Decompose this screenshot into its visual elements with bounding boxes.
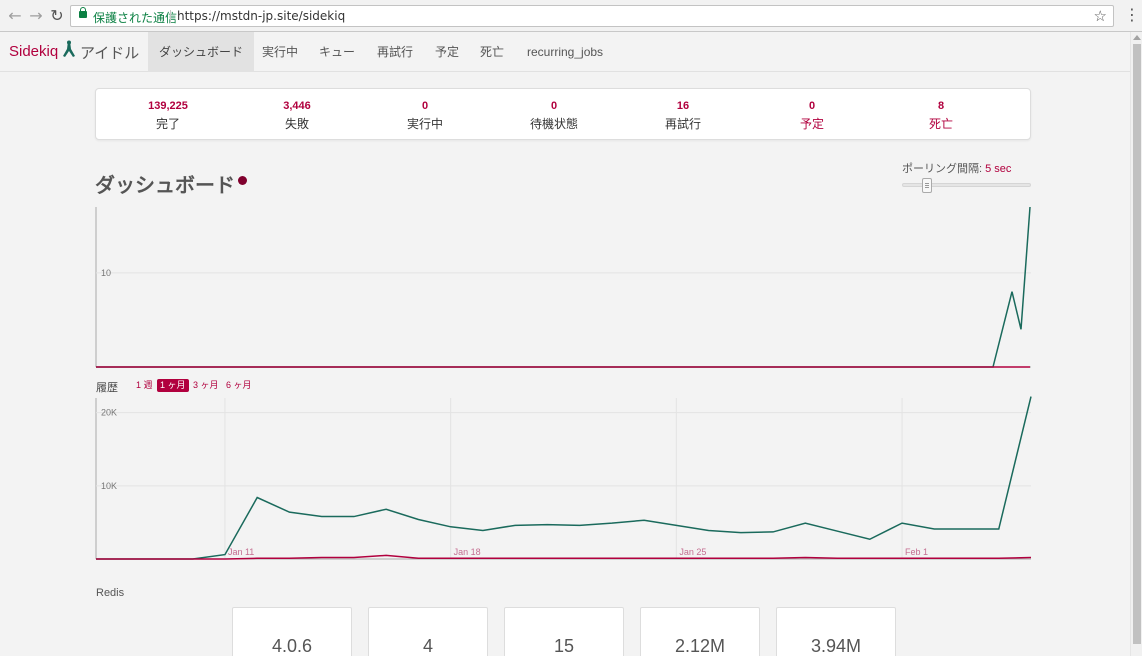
y-tick-label: 10 — [101, 268, 111, 278]
x-tick-label: Feb 1 — [905, 547, 928, 557]
redis-stat-value: 4.0.6 — [271, 636, 313, 656]
forward-icon[interactable]: → — [29, 6, 43, 25]
sidekiq-logo-icon — [63, 40, 75, 57]
range-6-months[interactable]: 6 ヶ月 — [226, 380, 252, 390]
stat-label: 死亡 — [928, 117, 953, 131]
y-tick-label: 10K — [101, 481, 117, 491]
tab-busy[interactable]: 実行中 — [262, 45, 299, 59]
range-1-week[interactable]: 1 週 — [136, 380, 153, 390]
history-label: 履歴 — [96, 382, 118, 394]
stat-label: 実行中 — [406, 117, 443, 131]
redis-section-title: Redis — [96, 587, 125, 599]
tab-queues[interactable]: キュー — [319, 45, 356, 59]
brand-link[interactable]: Sidekiq — [9, 43, 59, 60]
x-tick-label: Jan 25 — [679, 547, 706, 557]
redis-stat-box: 2.12M — [640, 607, 760, 656]
redis-stat-box: 4.0.6 — [232, 607, 352, 656]
tab-scheduled[interactable]: 予定 — [435, 45, 460, 59]
slider-handle[interactable] — [922, 178, 932, 193]
status-label: アイドル — [80, 45, 140, 62]
range-1-month[interactable]: 1 ヶ月 — [157, 379, 189, 392]
reload-icon[interactable]: ↻ — [50, 6, 64, 25]
star-icon[interactable]: ☆ — [1093, 7, 1107, 25]
x-tick-label: Jan 11 — [228, 547, 254, 557]
processed-series-line — [96, 206, 1031, 368]
stat-busy[interactable]: 0 実行中 — [360, 89, 490, 139]
stat-label: 完了 — [155, 117, 180, 131]
stat-label: 失敗 — [284, 117, 309, 131]
url-separator — [170, 10, 171, 23]
stat-count: 0 — [808, 100, 816, 112]
sidekiq-navbar: Sidekiq アイドル ダッシュボード 実行中 キュー 再試行 予定 死亡 r… — [0, 32, 1130, 72]
stat-failed[interactable]: 3,446 失敗 — [232, 89, 362, 139]
tab-dead[interactable]: 死亡 — [480, 45, 505, 59]
tab-retries[interactable]: 再試行 — [377, 45, 414, 59]
more-vert-icon[interactable]: ⋮ — [1124, 5, 1140, 24]
poll-label-text: ポーリング間隔: — [902, 163, 983, 175]
x-tick-label: Jan 18 — [454, 547, 481, 557]
stat-count: 0 — [421, 100, 429, 112]
redis-stat-box: 4 — [368, 607, 488, 656]
secure-label: 保護された通信 — [93, 11, 178, 25]
poll-interval-slider[interactable] — [902, 183, 1031, 187]
stat-count: 3,446 — [283, 100, 311, 112]
stat-count: 0 — [550, 100, 558, 112]
tab-recurring-jobs[interactable]: recurring_jobs — [527, 45, 604, 59]
stat-count: 139,225 — [148, 100, 188, 112]
stat-label: 予定 — [799, 117, 824, 131]
stat-count: 8 — [937, 100, 945, 112]
live-beacon-icon — [238, 176, 247, 185]
stat-processed[interactable]: 139,225 完了 — [103, 89, 233, 139]
lock-icon — [79, 7, 87, 18]
browser-toolbar: ← → ↻ 保護された通信 https://mstdn-jp.site/side… — [0, 0, 1142, 32]
stat-scheduled[interactable]: 0 予定 — [747, 89, 877, 139]
back-icon[interactable]: ← — [8, 6, 22, 25]
redis-stat-value: 4 — [422, 636, 433, 656]
redis-stat-value: 2.12M — [674, 636, 726, 656]
range-3-months[interactable]: 3 ヶ月 — [193, 380, 219, 390]
y-tick-label: 20K — [101, 408, 117, 418]
stat-label: 待機状態 — [529, 117, 578, 131]
redis-stat-box: 3.94M — [776, 607, 896, 656]
poll-interval-label: ポーリング間隔: 5 sec — [902, 160, 1011, 176]
stat-retries[interactable]: 16 再試行 — [618, 89, 748, 139]
processed-series-line — [96, 396, 1032, 560]
redis-stat-box: 15 — [504, 607, 624, 656]
stat-dead[interactable]: 8 死亡 — [876, 89, 1006, 139]
page-title: ダッシュボード — [95, 175, 235, 197]
tab-dashboard[interactable]: ダッシュボード — [148, 32, 255, 72]
realtime-chart: 10 — [95, 206, 1031, 368]
summary-bar: 139,225 完了 3,446 失敗 0 実行中 0 待機状態 16 再試行 … — [95, 88, 1031, 140]
scroll-thumb[interactable] — [1133, 44, 1141, 644]
address-bar[interactable]: 保護された通信 https://mstdn-jp.site/sidekiq ☆ — [70, 5, 1114, 27]
failed-series-line — [96, 554, 1032, 560]
scrollbar[interactable] — [1130, 32, 1142, 656]
stat-label: 再試行 — [664, 117, 701, 131]
stat-count: 16 — [676, 100, 690, 112]
redis-stat-value: 3.94M — [810, 636, 862, 656]
stat-enqueued[interactable]: 0 待機状態 — [489, 89, 619, 139]
poll-interval-value: 5 sec — [985, 163, 1012, 175]
url-text[interactable]: https://mstdn-jp.site/sidekiq — [177, 9, 346, 23]
scroll-up-icon[interactable] — [1133, 35, 1141, 40]
redis-stat-value: 15 — [553, 636, 575, 656]
history-chart: 10K 20K Jan 11 Jan 18 Jan 25 Feb 1 — [95, 396, 1032, 560]
